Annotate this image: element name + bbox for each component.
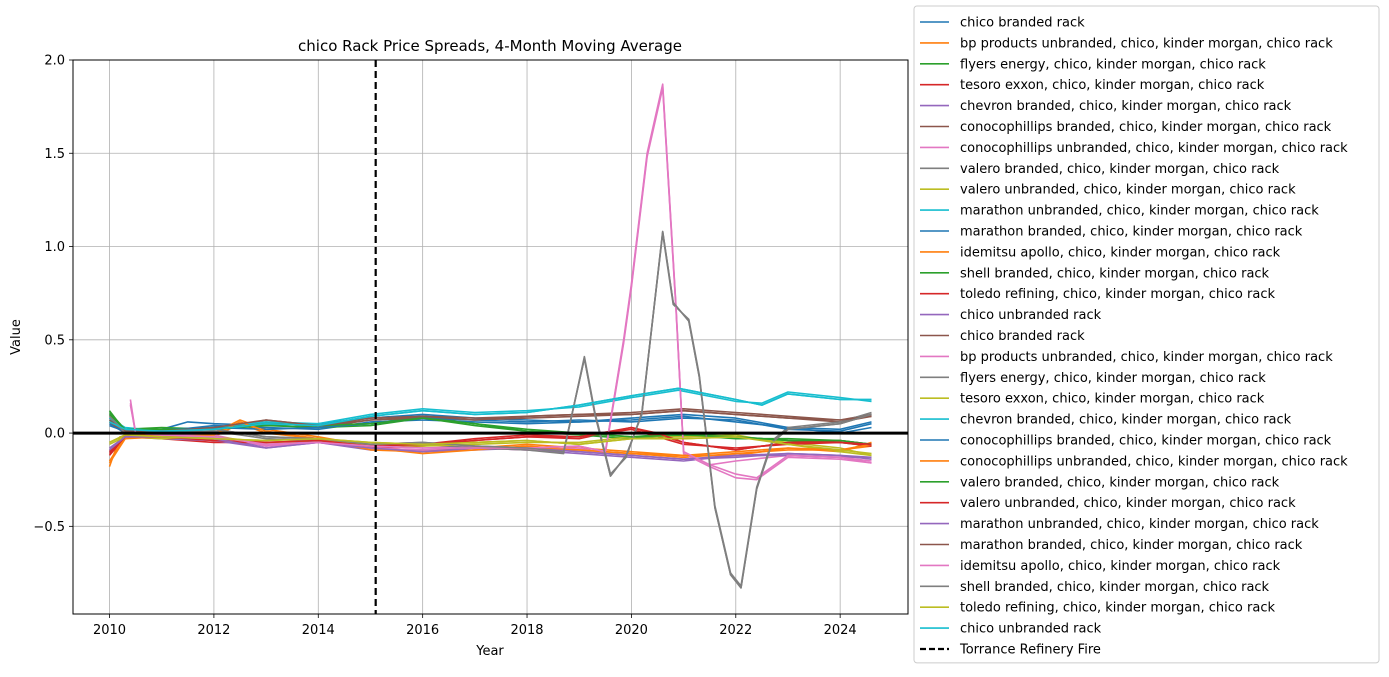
x-tick-label: 2020	[615, 623, 648, 638]
x-tick-label: 2014	[302, 623, 335, 638]
legend-label: conocophillips unbranded, chico, kinder …	[960, 454, 1348, 469]
legend-label: marathon branded, chico, kinder morgan, …	[960, 538, 1303, 553]
legend-label: chico branded rack	[960, 16, 1085, 31]
x-tick-label: 2010	[93, 623, 126, 638]
y-tick-label: −0.5	[33, 520, 65, 535]
legend-label: valero unbranded, chico, kinder morgan, …	[960, 496, 1296, 511]
y-tick-label: 1.5	[44, 147, 65, 162]
series-line	[108, 232, 872, 587]
legend-label: conocophillips unbranded, chico, kinder …	[960, 141, 1348, 156]
series-line	[109, 387, 872, 432]
series-line	[108, 413, 872, 431]
legend-label: marathon unbranded, chico, kinder morgan…	[960, 204, 1319, 219]
x-tick-label: 2022	[719, 623, 752, 638]
series-line	[108, 230, 872, 589]
legend-label: bp products unbranded, chico, kinder mor…	[960, 350, 1333, 365]
series-line	[109, 409, 872, 432]
reference-lines	[73, 60, 908, 614]
y-axis-label: Value	[9, 319, 24, 355]
y-tick-label: 2.0	[44, 54, 65, 69]
x-tick-label: 2016	[406, 623, 439, 638]
legend-label: bp products unbranded, chico, kinder mor…	[960, 36, 1333, 51]
y-tick-label: 0.5	[44, 333, 65, 348]
legend-label: chico unbranded rack	[960, 622, 1102, 637]
legend-label: conocophillips branded, chico, kinder mo…	[960, 434, 1332, 449]
legend-label: flyers energy, chico, kinder morgan, chi…	[960, 371, 1266, 386]
legend-label: tesoro exxon, chico, kinder morgan, chic…	[960, 78, 1265, 93]
legend-label: valero unbranded, chico, kinder morgan, …	[960, 183, 1296, 198]
legend-label: conocophillips branded, chico, kinder mo…	[960, 120, 1332, 135]
series-line	[108, 230, 872, 589]
legend-label: toledo refining, chico, kinder morgan, c…	[960, 287, 1275, 302]
grid	[73, 59, 908, 614]
legend-label: flyers energy, chico, kinder morgan, chi…	[960, 57, 1266, 72]
legend-label: toledo refining, chico, kinder morgan, c…	[960, 601, 1275, 616]
legend-box	[913, 5, 1380, 664]
legend-label: marathon unbranded, chico, kinder morgan…	[960, 517, 1319, 532]
x-tick-label: 2018	[510, 623, 543, 638]
legend-label: chevron branded, chico, kinder morgan, c…	[960, 99, 1292, 114]
legend-label: idemitsu apollo, chico, kinder morgan, c…	[960, 559, 1281, 574]
legend-label: shell branded, chico, kinder morgan, chi…	[960, 266, 1270, 281]
legend-label: chico unbranded rack	[960, 308, 1102, 323]
x-tick-label: 2012	[197, 623, 230, 638]
legend-label: chico branded rack	[960, 329, 1085, 344]
chart-title: chico Rack Price Spreads, 4-Month Moving…	[298, 37, 682, 55]
series-lines	[108, 83, 872, 589]
series-line	[108, 426, 872, 455]
legend-label: idemitsu apollo, chico, kinder morgan, c…	[960, 245, 1281, 260]
x-axis-label: Year	[475, 644, 504, 659]
legend-label: Torrance Refinery Fire	[959, 643, 1101, 658]
legend-label: valero branded, chico, kinder morgan, ch…	[960, 475, 1280, 490]
series-line	[109, 434, 872, 455]
legend-label: marathon branded, chico, kinder morgan, …	[960, 225, 1303, 240]
series-line	[129, 85, 872, 479]
y-tick-label: 1.0	[44, 240, 65, 255]
legend-label: tesoro exxon, chico, kinder morgan, chic…	[960, 392, 1265, 407]
series-line	[129, 83, 872, 466]
plot-frame	[72, 59, 909, 615]
legend-label: valero branded, chico, kinder morgan, ch…	[960, 162, 1280, 177]
axes: 2010 2012 2014 2016 2018 2020 2022 2024 −0.5 0.0 0…	[33, 54, 909, 638]
legend-label: shell branded, chico, kinder morgan, chi…	[960, 580, 1270, 595]
x-tick-label: 2024	[824, 623, 857, 638]
legend: chico branded rack bp products unbranded,…	[913, 5, 1380, 664]
y-tick-label: 0.0	[44, 427, 65, 442]
legend-label: chevron branded, chico, kinder morgan, c…	[960, 413, 1292, 428]
